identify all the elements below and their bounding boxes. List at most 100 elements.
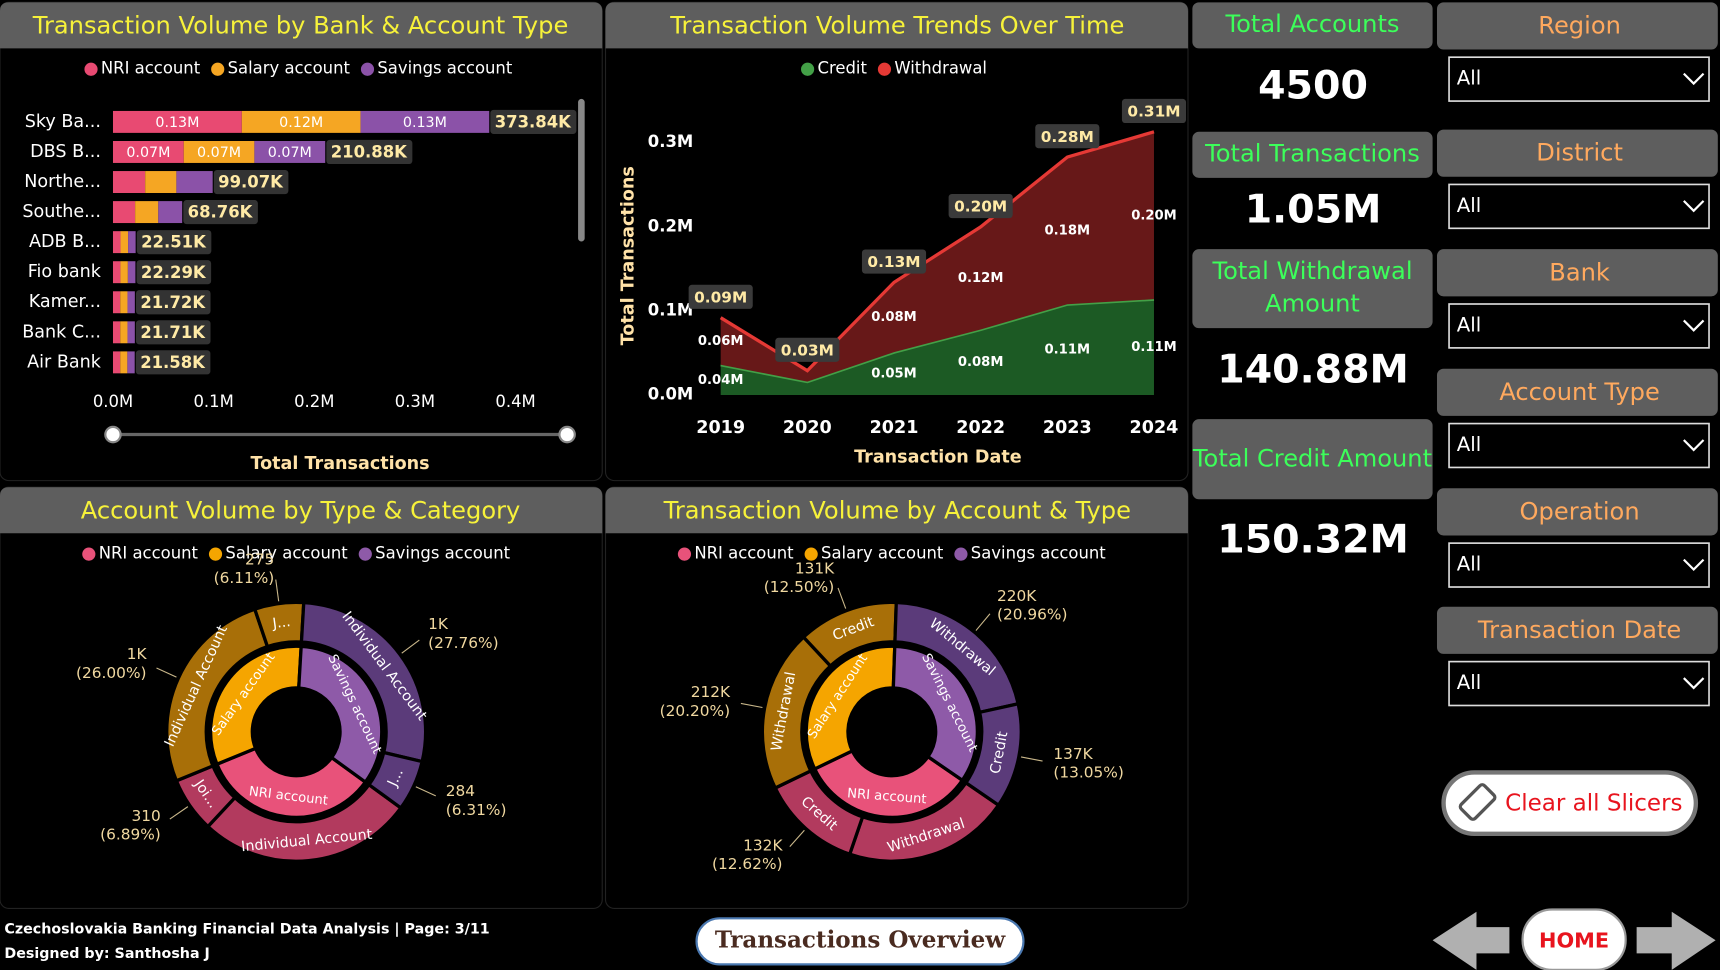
x-tick-label: 2024 <box>1130 418 1179 438</box>
kpi-title-box: Total Credit Amount <box>1193 445 1432 472</box>
y-tick-label: 0.1M <box>648 300 693 319</box>
slicer-title: Transaction Date <box>1477 616 1681 644</box>
bar-segment <box>112 201 136 224</box>
category-label: Fio bank <box>28 262 102 282</box>
clear-slicers-button[interactable]: Clear all Slicers <box>1441 770 1699 837</box>
value-label: 0.07M <box>126 145 170 161</box>
slicer-dropdown[interactable]: All <box>1448 660 1710 707</box>
share-label: (12.50%) <box>764 578 834 596</box>
slicer-header <box>1436 368 1718 416</box>
legend-marker <box>358 547 372 561</box>
share-label: (27.76%) <box>428 634 498 652</box>
total-label-bg <box>1121 98 1187 124</box>
slicers: Region All District All Bank All Account Type A… <box>1436 2 1718 707</box>
total-label-bg <box>135 320 211 345</box>
slicer-dropdown[interactable]: All <box>1448 422 1710 469</box>
category-label: Sky Ba... <box>25 112 101 132</box>
slicer-title: Bank <box>1549 258 1610 286</box>
footer-text: Czechoslovakia Banking Financial Data An… <box>4 922 489 938</box>
legend-label: NRI account <box>99 544 199 563</box>
value-label: 0.12M <box>958 271 1004 286</box>
footer-text: Designed by: Santhosha J <box>4 946 209 962</box>
value-label: 1K <box>428 615 449 633</box>
legend-marker <box>84 62 98 76</box>
eraser-icon <box>1458 783 1497 821</box>
slicer-title: Region <box>1538 11 1621 39</box>
bar-segment <box>360 110 490 133</box>
bar-segment <box>112 261 121 284</box>
dropdown-box <box>1448 303 1710 349</box>
outer-segment <box>366 750 425 811</box>
panel-header <box>0 487 603 534</box>
x-tick-label: 0.4M <box>495 392 535 411</box>
next-arrow[interactable] <box>1636 911 1716 970</box>
leader-line <box>275 579 280 602</box>
leader-line <box>1020 756 1043 762</box>
slicer-dropdown[interactable]: All <box>1448 542 1710 588</box>
kpi-header <box>1192 249 1433 329</box>
value-label: 0.05M <box>871 367 917 382</box>
dropdown-box <box>1448 422 1710 469</box>
bar-segment <box>112 321 121 344</box>
dropdown-value: All <box>1457 67 1481 90</box>
slicer-dropdown[interactable]: All <box>1448 303 1710 349</box>
total-label-bg <box>135 290 211 315</box>
x-axis-title: Total Transactions <box>250 454 429 474</box>
category-label: DBS B... <box>30 142 101 162</box>
x-tick-label: 2023 <box>1043 418 1092 438</box>
total-label: 373.84K <box>495 113 572 132</box>
slicer-header <box>1436 2 1718 50</box>
prev-arrow[interactable] <box>1432 911 1510 970</box>
arc-label: J... <box>271 614 292 632</box>
slicer-header <box>1436 249 1718 297</box>
x-tick-label: 0.0M <box>93 392 133 411</box>
kpi-title: Total Accounts <box>1225 11 1400 39</box>
kpi-title-box: Total Withdrawal Amount <box>1212 258 1412 318</box>
total-label-bg <box>1035 124 1100 149</box>
kpi-value: 140.88M <box>1217 347 1409 393</box>
dropdown-value: All <box>1457 194 1481 217</box>
total-label: 21.58K <box>140 353 206 372</box>
share-label: (26.00%) <box>76 664 146 682</box>
total-label: 0.13M <box>867 253 920 271</box>
home-button[interactable]: HOME <box>1521 908 1627 970</box>
scrollbar <box>578 98 585 242</box>
dropdown-box <box>1448 183 1710 230</box>
x-tick-label: 2021 <box>870 418 919 438</box>
inner-segment <box>812 748 965 820</box>
total-label: 0.03M <box>781 341 834 359</box>
leader-line <box>789 829 805 847</box>
kpi-title-box: Total Transactions <box>1205 141 1420 168</box>
total-label-bg <box>490 109 577 134</box>
total-label-bg <box>135 350 211 375</box>
x-axis-title: Transaction Date <box>854 448 1022 468</box>
dropdown-value: All <box>1457 433 1481 456</box>
legend-marker <box>801 62 815 76</box>
legend-marker <box>208 547 223 561</box>
value-label: 0.13M <box>403 115 447 131</box>
bar-segment <box>120 291 128 314</box>
kpi-header <box>1192 419 1433 500</box>
value-label: 0.07M <box>197 145 241 161</box>
value-label: 137K <box>1053 745 1093 763</box>
x-tick-label: 0.1M <box>193 392 233 411</box>
category-label: ADB B... <box>29 232 101 252</box>
value-label: 275 <box>245 550 274 568</box>
button-label: HOME <box>1539 928 1609 952</box>
legend-label: Salary account <box>821 544 944 563</box>
value-label: 0.11M <box>1131 340 1177 355</box>
bar-segment <box>183 141 255 163</box>
total-label: 0.31M <box>1127 103 1180 121</box>
page-tab[interactable]: Transactions Overview <box>695 917 1025 966</box>
panel-headers <box>0 2 1188 534</box>
y-tick-label: 0.0M <box>648 385 693 404</box>
bar-segment <box>112 141 184 163</box>
bar-segment <box>112 351 121 374</box>
slicer-dropdown[interactable]: All <box>1448 183 1710 230</box>
kpi-value: 150.32M <box>1217 517 1409 563</box>
kpi-title-box: Total Accounts <box>1225 11 1400 39</box>
slicer-dropdown[interactable]: All <box>1448 56 1710 102</box>
legend-marker <box>877 62 892 76</box>
dropdown-value: All <box>1457 553 1481 576</box>
legend-label: Savings account <box>971 544 1106 563</box>
